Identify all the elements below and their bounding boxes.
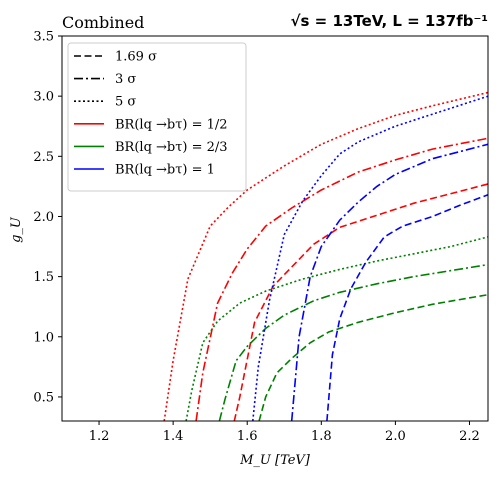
y-tick-label: 1.5 — [33, 270, 54, 285]
legend-label: BR(lq →bτ) = 2/3 — [115, 140, 228, 155]
series-line-5 — [218, 263, 488, 421]
legend-box — [67, 42, 247, 192]
legend-label: 5 σ — [115, 95, 136, 110]
y-tick-label: 0.5 — [33, 390, 54, 405]
chart-title-left: Combined — [62, 13, 144, 32]
legend-label: BR(lq →bτ) = 1 — [115, 163, 215, 178]
plot-area: 1.2 1.4 1.6 1.8 2.0 2.2 0.5 1.0 1.5 2.0 2.5 3.0 3.5 — [33, 30, 489, 444]
y-tick-label: 3.0 — [33, 90, 54, 105]
series-line-3 — [233, 183, 488, 421]
y-tick-label: 1.0 — [33, 330, 54, 345]
x-tick-label: 1.8 — [311, 429, 332, 444]
y-tick-label: 2.5 — [33, 150, 54, 165]
x-axis-label: M_U [TeV] — [239, 453, 311, 468]
chart-title-right: √s = 13TeV, L = 137fb⁻¹ — [291, 12, 488, 30]
x-ticks: 1.2 1.4 1.6 1.8 2.0 2.2 — [89, 421, 480, 444]
x-tick-label: 2.2 — [459, 429, 480, 444]
axes-frame — [61, 35, 489, 422]
legend: 1.69 σ 3 σ 5 σ BR(lq →bτ) = 1/2 BR(lq →bτ) =… — [67, 42, 247, 192]
legend-label: BR(lq →bτ) = 1/2 — [115, 117, 228, 132]
series-line-9 — [326, 194, 488, 421]
legend-label: 3 σ — [115, 72, 136, 87]
legend-label: 1.69 σ — [115, 50, 157, 65]
y-tick-label: 3.5 — [33, 30, 54, 45]
y-ticks: 0.5 1.0 1.5 2.0 2.5 3.0 3.5 — [33, 30, 62, 405]
series-line-1 — [163, 91, 488, 421]
x-tick-label: 2.0 — [385, 429, 406, 444]
x-tick-label: 1.2 — [89, 429, 110, 444]
y-tick-label: 2.0 — [33, 210, 54, 225]
y-axis-label: g_U — [9, 216, 24, 243]
series-layer — [163, 91, 488, 421]
series-line-8 — [290, 143, 488, 421]
series-line-6 — [258, 293, 488, 421]
series-line-2 — [195, 137, 488, 421]
series-line-7 — [252, 95, 488, 421]
x-tick-label: 1.6 — [237, 429, 258, 444]
x-tick-label: 1.4 — [163, 429, 184, 444]
legend-entries: 1.69 σ 3 σ 5 σ BR(lq →bτ) = 1/2 BR(lq →bτ) =… — [74, 50, 228, 178]
